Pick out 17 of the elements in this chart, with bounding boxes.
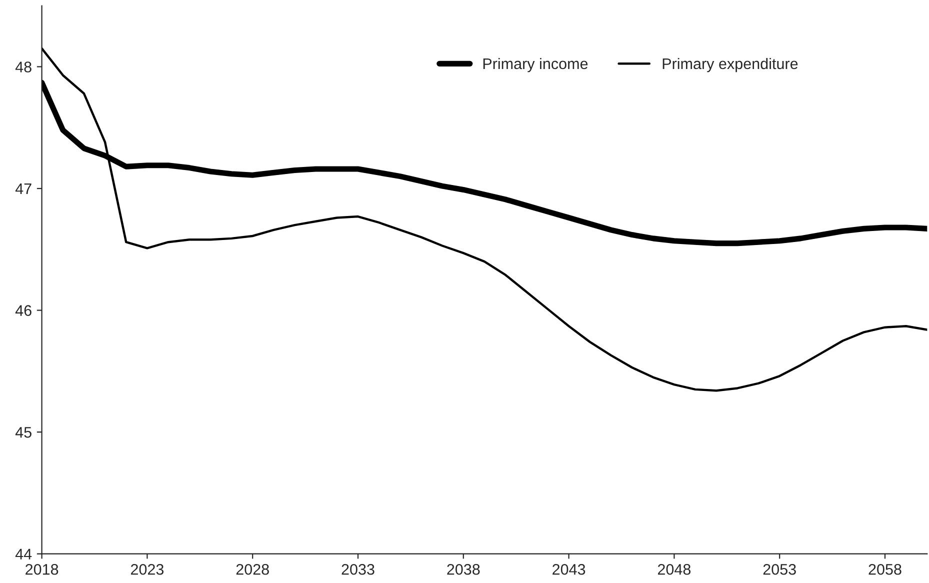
x-tick-label: 2023 [130, 564, 164, 575]
x-tick-label: 2018 [26, 564, 58, 575]
x-tick-label: 2033 [342, 564, 374, 575]
x-tick-label: 2048 [658, 564, 691, 575]
y-tick-label: 48 [15, 62, 32, 72]
x-tick-label: 2053 [763, 564, 796, 575]
y-tick-label: 45 [15, 427, 32, 438]
y-tick-label: 44 [15, 548, 32, 560]
x-tick-label: 2058 [868, 564, 902, 575]
y-tick-label: 46 [15, 305, 32, 316]
legend-label: Primary expenditure [662, 58, 798, 72]
x-tick-label: 2038 [447, 564, 480, 575]
x-tick-label: 2028 [236, 564, 269, 575]
x-tick-label: 2043 [552, 564, 586, 575]
line-series [42, 47, 928, 392]
y-tick-label: 47 [15, 184, 32, 194]
legend-label: Primary income [483, 58, 588, 72]
